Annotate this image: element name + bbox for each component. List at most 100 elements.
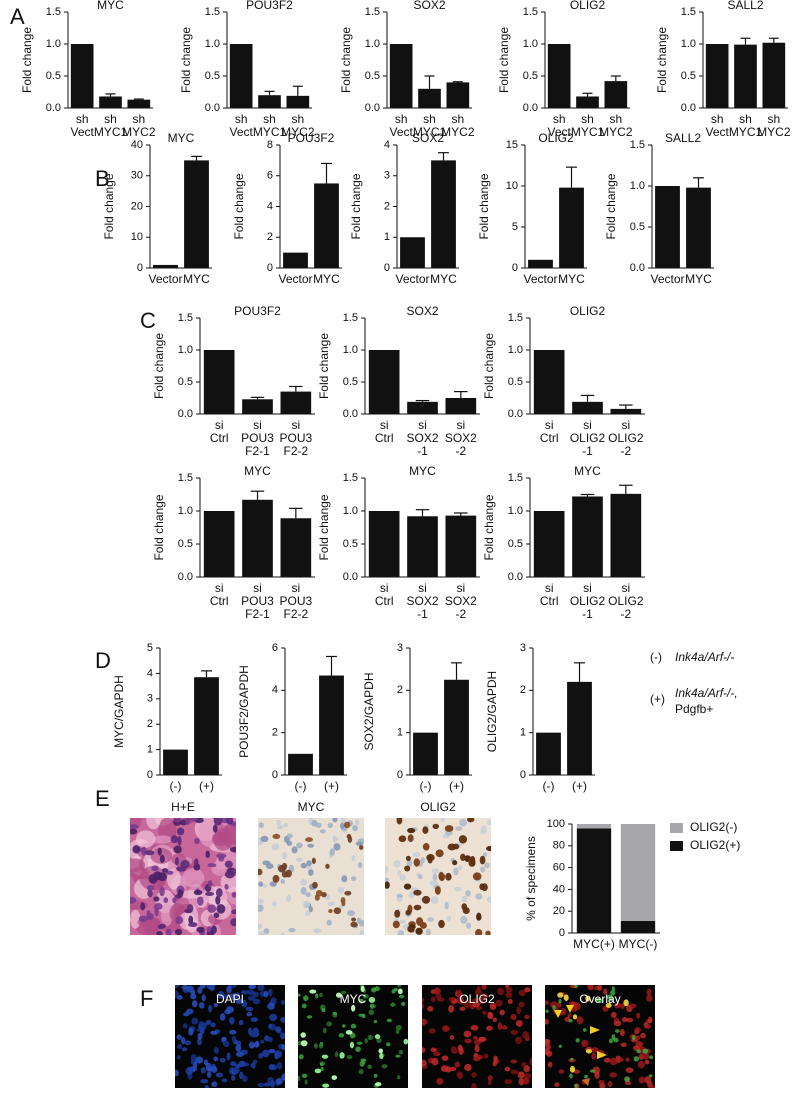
cell	[393, 859, 401, 868]
x-tick-label: MYC1	[94, 125, 128, 139]
cell	[203, 1059, 208, 1066]
cell	[483, 1053, 489, 1059]
cell	[448, 1004, 454, 1013]
cell	[422, 1002, 425, 1010]
cell	[358, 1013, 365, 1017]
cell	[479, 855, 486, 865]
cell	[175, 1069, 180, 1077]
cell	[649, 1084, 655, 1088]
cell	[258, 881, 264, 887]
cell	[567, 1013, 572, 1018]
cell	[229, 1029, 237, 1035]
cell	[257, 985, 265, 992]
x-tick-label: si	[545, 581, 554, 595]
arrowhead	[566, 1005, 574, 1013]
bar	[400, 237, 425, 268]
cell	[177, 1043, 183, 1050]
cell	[184, 1040, 192, 1046]
cell	[642, 1053, 650, 1060]
cell	[196, 896, 204, 906]
bar-segment	[576, 828, 612, 933]
y-tick-label: 0.5	[205, 70, 220, 82]
cell	[568, 1019, 573, 1023]
cell	[272, 874, 280, 883]
y-tick-label: 0	[559, 927, 565, 939]
cell	[311, 857, 316, 864]
cell	[452, 1048, 458, 1054]
cell	[229, 846, 236, 853]
x-tick-label: (-)	[543, 779, 555, 793]
cell	[474, 1044, 480, 1053]
cell	[422, 843, 430, 851]
y-tick-label: 20	[131, 200, 143, 212]
cell	[132, 845, 141, 854]
x-tick-label: Ctrl	[540, 594, 559, 608]
y-axis-label: Fold change	[349, 173, 363, 239]
x-tick-label: sh	[739, 112, 752, 126]
cell	[222, 1040, 230, 1048]
cell	[487, 1079, 492, 1086]
cell	[379, 1053, 384, 1060]
y-axis-label: Fold change	[317, 494, 331, 560]
cell	[175, 916, 184, 925]
bar	[286, 95, 310, 108]
cell	[518, 1078, 525, 1086]
cell	[635, 1041, 644, 1047]
cell	[138, 915, 148, 923]
x-tick-label: sh	[767, 112, 780, 126]
chart-title: MYC	[409, 464, 436, 478]
cell	[359, 929, 364, 935]
cell	[441, 1055, 449, 1061]
cell	[280, 1016, 285, 1023]
cell	[396, 893, 404, 899]
cell	[181, 1047, 188, 1052]
x-tick-label: POU3	[279, 594, 312, 608]
x-tick-label: -2	[620, 444, 631, 458]
x-tick-label: MYC2	[757, 125, 791, 139]
y-tick-label: 3	[384, 170, 390, 182]
cell	[403, 883, 412, 890]
arrowhead	[590, 1026, 600, 1034]
y-axis-label: Fold change	[179, 27, 193, 93]
cell	[349, 1041, 355, 1049]
cell	[319, 992, 323, 997]
bar	[368, 350, 400, 414]
x-tick-label: si	[380, 581, 389, 595]
cell	[257, 1082, 265, 1088]
x-tick-label: si	[380, 418, 389, 432]
cell	[524, 1073, 532, 1079]
cell	[406, 859, 413, 868]
bar	[242, 499, 273, 577]
y-axis-label: Fold change	[482, 333, 496, 399]
cell	[624, 1076, 630, 1082]
y-tick-label: 0	[512, 262, 518, 274]
cell	[232, 1066, 240, 1074]
y-tick-label: 1.5	[523, 6, 538, 18]
cell	[563, 994, 569, 1002]
cell	[207, 904, 217, 913]
y-tick-label: 1.0	[46, 38, 61, 50]
cell	[603, 988, 608, 995]
cell	[400, 1001, 406, 1006]
cell	[477, 996, 485, 1005]
cell	[271, 843, 280, 851]
cell	[457, 996, 464, 1004]
cell	[455, 826, 463, 831]
cell	[170, 835, 179, 844]
cell	[347, 910, 356, 916]
x-tick-label: MYC1	[729, 125, 763, 139]
cell	[325, 863, 330, 869]
cell	[252, 998, 261, 1005]
cell	[475, 928, 483, 935]
cell	[153, 871, 163, 881]
cell	[305, 910, 311, 916]
cell	[219, 1013, 226, 1021]
cell	[224, 883, 229, 890]
chart-title: MYC	[168, 131, 195, 145]
bar-segment	[620, 824, 656, 922]
bar	[280, 391, 312, 414]
cell	[252, 991, 260, 998]
cell	[300, 879, 308, 886]
cell	[611, 1034, 616, 1041]
cell	[254, 1040, 260, 1048]
